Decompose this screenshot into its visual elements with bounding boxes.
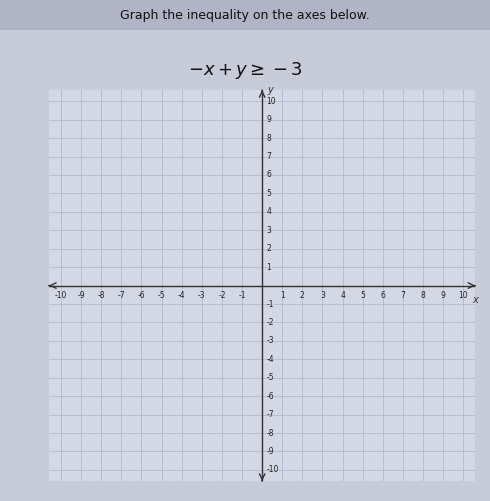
Text: -10: -10	[266, 465, 278, 474]
Text: 10: 10	[459, 291, 468, 300]
Text: -2: -2	[218, 291, 226, 300]
Text: 7: 7	[400, 291, 405, 300]
Text: -8: -8	[266, 428, 274, 437]
Text: 2: 2	[266, 244, 271, 253]
Text: y: y	[267, 85, 273, 95]
Text: 8: 8	[266, 134, 271, 143]
Text: 8: 8	[420, 291, 425, 300]
Text: 2: 2	[300, 291, 305, 300]
Text: 1: 1	[266, 263, 271, 272]
Text: -3: -3	[266, 336, 274, 345]
Text: 9: 9	[441, 291, 445, 300]
Text: x: x	[472, 295, 478, 305]
Text: -10: -10	[55, 291, 67, 300]
Text: -5: -5	[266, 373, 274, 382]
Text: 3: 3	[320, 291, 325, 300]
Text: 3: 3	[266, 226, 271, 235]
Text: 5: 5	[266, 189, 271, 198]
Text: 9: 9	[266, 115, 271, 124]
Text: -4: -4	[266, 355, 274, 364]
Text: -9: -9	[266, 447, 274, 456]
Text: -6: -6	[266, 392, 274, 401]
Text: 5: 5	[360, 291, 365, 300]
Text: -8: -8	[98, 291, 105, 300]
Text: Graph the inequality on the axes below.: Graph the inequality on the axes below.	[120, 9, 370, 22]
Text: 6: 6	[380, 291, 385, 300]
Text: 10: 10	[266, 97, 276, 106]
Text: 7: 7	[266, 152, 271, 161]
Text: -2: -2	[266, 318, 274, 327]
Text: -7: -7	[118, 291, 125, 300]
Text: -9: -9	[77, 291, 85, 300]
Text: 4: 4	[340, 291, 345, 300]
Text: 1: 1	[280, 291, 285, 300]
Text: -6: -6	[138, 291, 146, 300]
Text: -4: -4	[178, 291, 186, 300]
Text: 6: 6	[266, 170, 271, 179]
Text: -3: -3	[198, 291, 206, 300]
Text: $-x + y \geq -3$: $-x + y \geq -3$	[188, 60, 302, 81]
Text: -7: -7	[266, 410, 274, 419]
Text: -1: -1	[266, 300, 274, 309]
Text: -5: -5	[158, 291, 166, 300]
Text: -1: -1	[238, 291, 246, 300]
Text: 4: 4	[266, 207, 271, 216]
